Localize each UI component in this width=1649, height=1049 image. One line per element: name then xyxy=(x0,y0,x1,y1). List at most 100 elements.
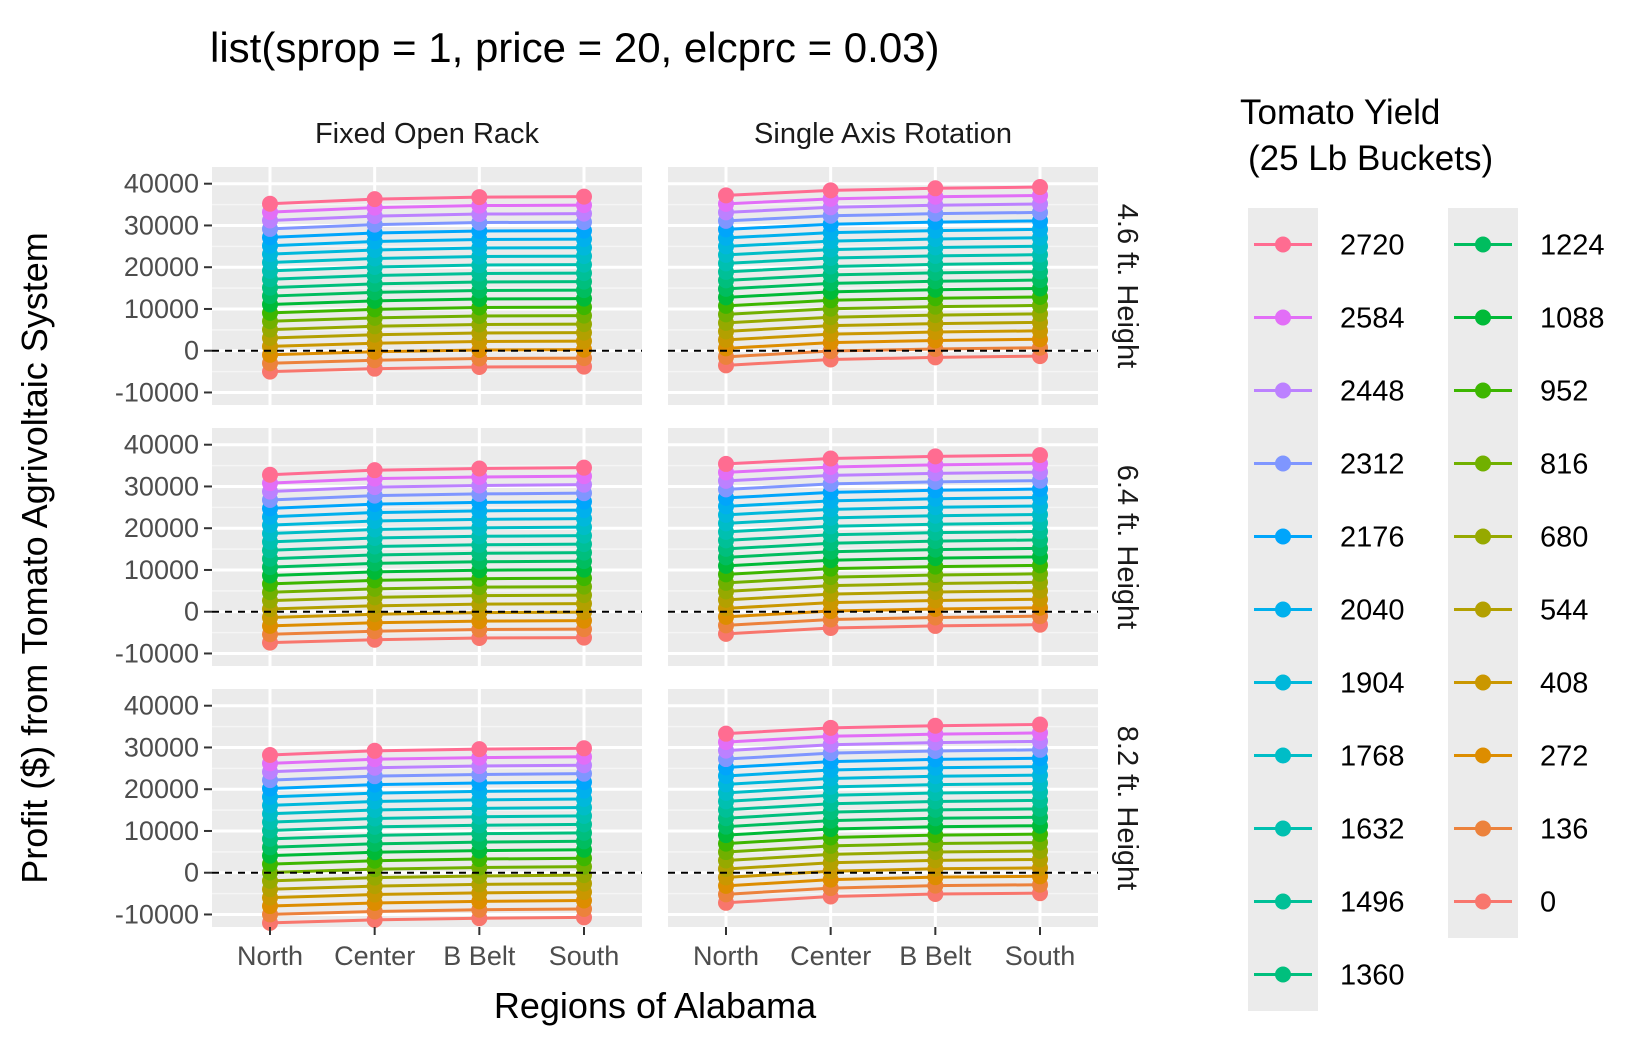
series-line xyxy=(725,874,1041,888)
series-line xyxy=(725,185,1041,197)
legend-label: 1360 xyxy=(1340,960,1405,992)
series-line xyxy=(725,756,1041,769)
series-line xyxy=(269,195,585,206)
data-point xyxy=(471,741,488,758)
series-line xyxy=(725,606,1041,619)
y-tick-label: 40000 xyxy=(124,691,199,721)
legend-entry: 0 xyxy=(1454,887,1556,919)
legend-label: 136 xyxy=(1540,814,1588,846)
series-line xyxy=(725,824,1041,837)
series-line xyxy=(725,320,1041,333)
x-tick-label: South xyxy=(549,941,620,971)
data-point xyxy=(927,717,944,734)
series-line xyxy=(269,474,585,485)
legend-entry: 1632 xyxy=(1254,814,1405,846)
data-point xyxy=(1032,447,1048,464)
series-line xyxy=(269,220,585,231)
panels-layer xyxy=(212,167,1098,931)
series-line xyxy=(725,202,1041,214)
legend-entry: 1496 xyxy=(1254,887,1405,919)
series-line xyxy=(725,546,1041,559)
legend-title-line1: Tomato Yield xyxy=(1240,93,1440,132)
series-line xyxy=(269,525,585,536)
facet-row-label: 6.4 ft. Height xyxy=(1111,465,1143,629)
series-line xyxy=(725,504,1041,517)
legend-label: 408 xyxy=(1540,668,1588,700)
legend-entry: 816 xyxy=(1454,449,1588,481)
x-tick-label: B Belt xyxy=(899,941,972,971)
legend-label: 952 xyxy=(1540,376,1588,408)
axes-layer: Fixed Open Rack Single Axis Rotation 4.6 f… xyxy=(115,118,1143,971)
facet-row-label: 8.2 ft. Height xyxy=(1111,726,1143,890)
series-line xyxy=(269,500,585,510)
series-line xyxy=(725,731,1041,744)
legend-key-point xyxy=(1475,893,1491,910)
series-line xyxy=(725,832,1041,846)
legend-key-point xyxy=(1275,309,1291,326)
x-tick-label: B Belt xyxy=(443,941,516,971)
series-line xyxy=(725,512,1041,525)
data-point xyxy=(927,180,944,197)
series-line xyxy=(269,297,585,306)
data-point xyxy=(576,740,592,757)
series-line xyxy=(269,305,585,315)
series-line xyxy=(725,773,1041,786)
legend-entry: 952 xyxy=(1454,376,1588,408)
series-line xyxy=(725,470,1041,483)
series-line xyxy=(269,602,585,611)
series-line xyxy=(269,542,585,552)
series-line xyxy=(269,636,585,645)
data-point xyxy=(576,459,592,476)
x-tick-label: Center xyxy=(334,941,415,971)
series-line xyxy=(269,873,585,883)
legend-entry: 2584 xyxy=(1254,303,1405,335)
legend-key-point xyxy=(1475,674,1491,691)
legend-entry: 272 xyxy=(1454,741,1588,773)
chart-title: list(sprop = 1, price = 20, elcprc = 0.0… xyxy=(210,24,940,71)
x-tick-label: South xyxy=(1005,941,1076,971)
series-line xyxy=(269,314,585,323)
y-tick-label: -10000 xyxy=(115,638,199,668)
series-line xyxy=(269,466,585,477)
legend-label: 2720 xyxy=(1340,230,1405,262)
legend-label: 0 xyxy=(1540,887,1556,919)
legend-key-point xyxy=(1475,747,1491,764)
legend-key-point xyxy=(1475,455,1491,472)
series-line xyxy=(269,797,585,807)
data-point xyxy=(718,187,734,204)
series-line xyxy=(725,815,1041,829)
legend-label: 2584 xyxy=(1340,303,1405,335)
legend-key-point xyxy=(1275,601,1291,618)
series-line xyxy=(269,551,585,561)
facet-panel xyxy=(668,689,1098,927)
series-line xyxy=(269,263,585,273)
series-line xyxy=(725,496,1041,508)
y-tick-label: 0 xyxy=(184,858,199,888)
series-line xyxy=(269,534,585,544)
series-line xyxy=(725,883,1041,896)
data-point xyxy=(262,195,278,212)
series-line xyxy=(725,270,1041,282)
data-point xyxy=(366,742,383,759)
data-point xyxy=(822,182,839,199)
legend-key-point xyxy=(1275,236,1291,253)
legend-key-point xyxy=(1275,528,1291,545)
legend-entry: 544 xyxy=(1454,595,1588,627)
y-tick-label: 30000 xyxy=(124,471,199,501)
series-line xyxy=(725,790,1041,803)
y-tick-label: 20000 xyxy=(124,252,199,282)
series-line xyxy=(269,339,585,348)
y-tick-label: 0 xyxy=(184,336,199,366)
series-2720 xyxy=(262,459,592,483)
data-point xyxy=(262,746,278,763)
series-line xyxy=(725,193,1041,206)
x-tick-label: North xyxy=(693,941,759,971)
series-line xyxy=(269,831,585,841)
legend-entry: 136 xyxy=(1454,814,1588,846)
data-point xyxy=(822,719,839,736)
legend-key-point xyxy=(1475,382,1491,399)
series-line xyxy=(269,559,585,569)
series-line xyxy=(269,865,585,874)
y-tick-label: 10000 xyxy=(124,294,199,324)
